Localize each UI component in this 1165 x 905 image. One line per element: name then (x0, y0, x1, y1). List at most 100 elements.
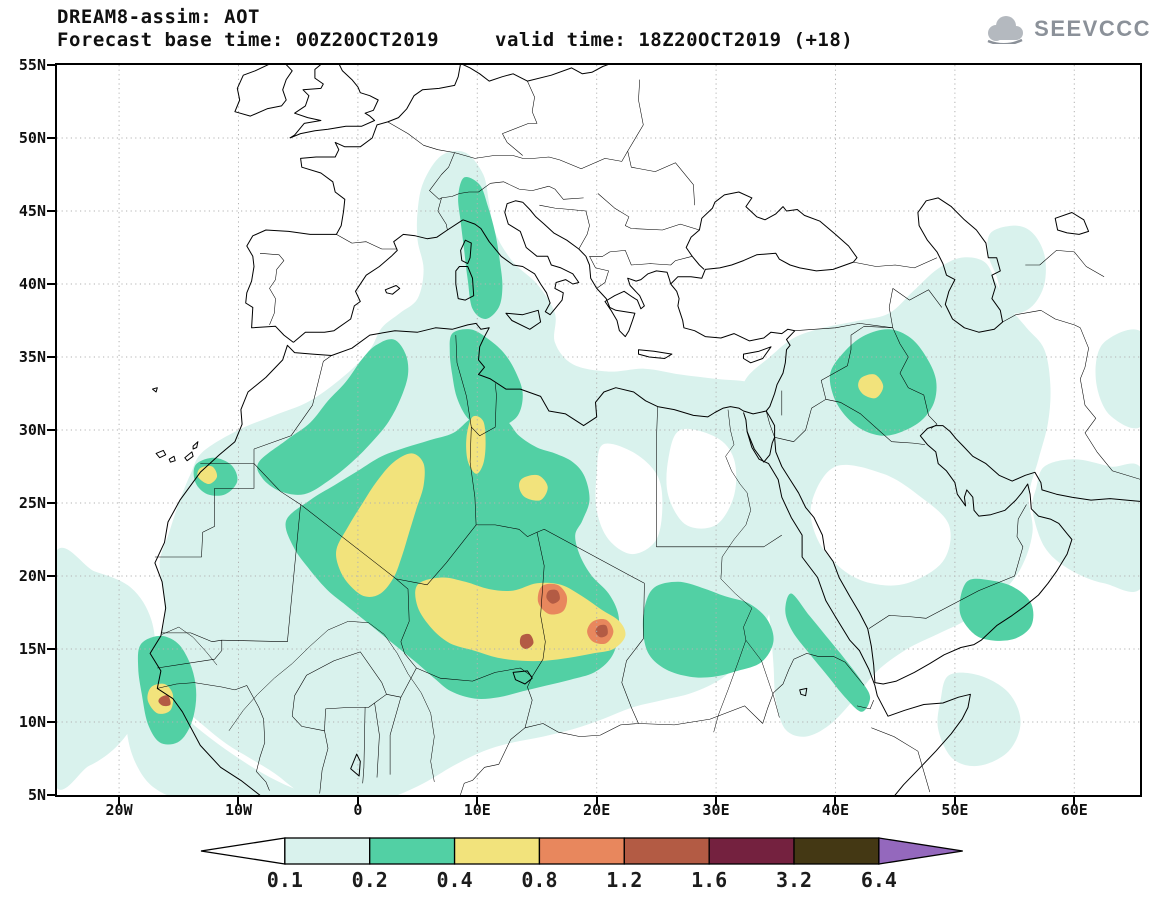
water-body-outline (505, 309, 542, 330)
aot-contour-fill (1095, 329, 1140, 429)
x-tick-mark (834, 797, 837, 805)
colorbar: 0.1 0.2 0.4 0.8 1.2 1.6 3.2 6.4 (200, 837, 963, 892)
country-border (856, 699, 874, 710)
country-border (765, 410, 775, 438)
y-tick-mark (47, 283, 55, 285)
country-border (471, 383, 497, 437)
water-body-outline (192, 441, 199, 450)
seevccc-logo: SEEVCCC (983, 14, 1151, 44)
coastline (289, 65, 379, 139)
country-border (524, 723, 639, 737)
country-border (627, 151, 695, 206)
aot-contour-fill (158, 695, 171, 707)
y-axis-label: 45N (18, 202, 46, 220)
aot-contour-fill (810, 464, 951, 586)
country-border (559, 150, 628, 169)
country-border (154, 463, 255, 558)
y-axis-label: 50N (18, 129, 46, 147)
country-border (627, 79, 644, 152)
y-tick-mark (47, 502, 55, 504)
coastline (462, 200, 580, 316)
x-axis-label: 20W (105, 801, 133, 819)
x-tick-mark (356, 797, 359, 805)
coastline (293, 219, 464, 343)
country-border (396, 524, 477, 586)
coastline (149, 322, 796, 795)
country-border (853, 257, 938, 269)
x-axis-label: 60E (1060, 801, 1088, 819)
coastline (234, 65, 293, 117)
map-frame (55, 63, 1142, 797)
aot-contour-fill (519, 474, 548, 501)
country-border (221, 504, 301, 642)
aot-map (57, 65, 1140, 795)
river (228, 621, 435, 782)
colorbar-label: 0.4 (437, 868, 473, 892)
aot-contour-fill (415, 577, 626, 662)
y-tick-mark (47, 721, 55, 723)
water-body-outline (152, 387, 158, 393)
y-axis-label: 15N (18, 640, 46, 658)
colorbar-segment (369, 837, 456, 865)
country-border (441, 181, 549, 199)
aot-contour-fill (829, 329, 937, 436)
aot-contour-fill (785, 593, 871, 712)
river (713, 409, 753, 733)
country-border (319, 730, 329, 794)
y-axis-label: 35N (18, 348, 46, 366)
x-tick-mark (715, 797, 718, 805)
colorbar-label: 1.6 (691, 868, 727, 892)
country-border (539, 204, 590, 250)
country-border (157, 682, 270, 791)
x-tick-mark (595, 797, 598, 805)
coastline (670, 283, 795, 342)
colorbar-label: 3.2 (776, 868, 812, 892)
country-border (548, 185, 584, 200)
country-border (259, 253, 285, 326)
y-axis-label: 20N (18, 567, 46, 585)
y-axis-label: 30N (18, 421, 46, 439)
country-border (868, 504, 1027, 629)
coastline (462, 65, 609, 82)
colorbar-segment (623, 837, 710, 865)
y-tick-mark (47, 575, 55, 577)
coastline (245, 65, 461, 343)
y-tick-mark (47, 210, 55, 212)
colorbar-segment (284, 837, 371, 865)
country-border (656, 406, 658, 547)
coastline (774, 428, 1073, 685)
logo-text: SEEVCCC (1034, 16, 1151, 41)
country-border (531, 532, 546, 677)
y-axis-label: 25N (18, 494, 46, 512)
x-axis-label: 0 (353, 801, 363, 819)
water-body-outline (384, 285, 401, 295)
aot-contour-fill (458, 176, 503, 320)
water-body-outline (168, 455, 176, 463)
country-border (362, 707, 366, 784)
x-axis-label: 10E (463, 801, 491, 819)
aot-contour-fill (336, 453, 425, 597)
y-tick-mark (47, 137, 55, 139)
colorbar-segment (708, 837, 795, 865)
water-body-outline (460, 239, 472, 265)
country-border (597, 193, 700, 231)
aot-contour-fill (546, 589, 560, 604)
colorbar-label: 1.2 (606, 868, 642, 892)
forecast-base-time: Forecast base time: 00Z20OCT2019 (57, 29, 440, 51)
country-border (638, 705, 763, 726)
coastline (743, 412, 971, 795)
country-border (157, 632, 223, 669)
coastline (746, 410, 776, 463)
x-tick-mark (118, 797, 121, 805)
y-tick-mark (47, 794, 55, 796)
country-border (892, 288, 943, 308)
colorbar-label: 0.1 (267, 868, 303, 892)
country-border (395, 578, 417, 669)
country-border (1025, 250, 1105, 277)
country-border (253, 355, 332, 450)
water-body-outline (638, 349, 673, 359)
colorbar-left-arrow (200, 837, 286, 865)
coastline (927, 425, 1140, 502)
river (745, 640, 780, 718)
